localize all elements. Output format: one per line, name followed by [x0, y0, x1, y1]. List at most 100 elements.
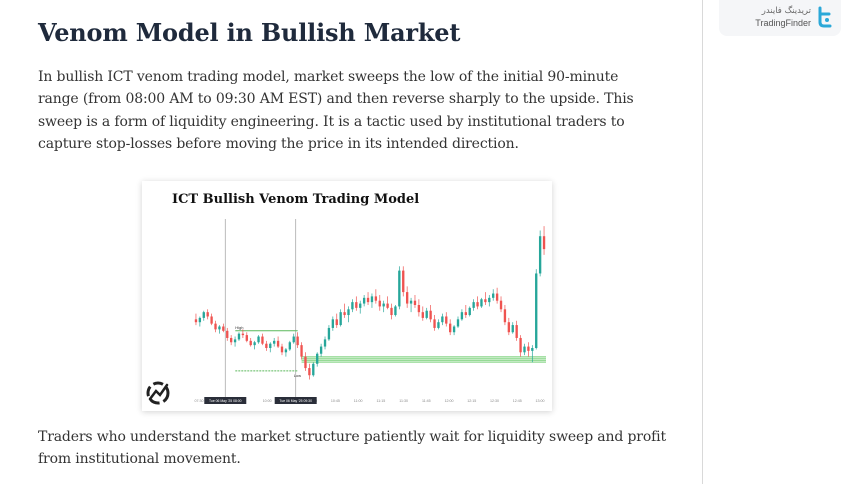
candle-body: [378, 300, 381, 307]
candle-body: [253, 342, 256, 346]
candle-body: [445, 316, 448, 324]
x-tick-label: 11:00: [354, 399, 363, 403]
candle-body: [198, 317, 202, 323]
candle-body: [304, 356, 307, 369]
x-tick-label: 11:30: [399, 399, 408, 403]
candle-body: [456, 319, 460, 327]
candle-body: [331, 319, 335, 328]
x-tick-label: 11:15: [376, 399, 385, 403]
candle-body: [492, 293, 495, 298]
date-label-box: [274, 397, 317, 404]
candle-body: [343, 312, 346, 316]
tradingfinder-logo[interactable]: تریدینگ فایندر TradingFinder: [719, 0, 841, 36]
candle-body: [327, 327, 331, 340]
candle-body: [441, 316, 444, 323]
x-tick-label: 12:15: [467, 399, 476, 403]
candle-body: [452, 326, 456, 333]
candle-body: [421, 312, 424, 318]
candle-body: [382, 303, 385, 307]
candle-body: [535, 273, 538, 348]
candle-body: [511, 325, 514, 333]
candle-body: [394, 306, 397, 316]
candle-body: [226, 330, 229, 338]
candle-body: [233, 339, 237, 343]
candle-body: [480, 299, 483, 307]
candle-body: [257, 336, 260, 343]
candle-body: [468, 307, 471, 316]
candle-body: [312, 363, 315, 376]
candle-body: [449, 323, 452, 333]
candle-body: [527, 346, 530, 351]
date-label: Tue 06 May '25 08:00: [209, 399, 242, 403]
intro-paragraph: In bullish ICT venom trading model, mark…: [38, 69, 634, 152]
article-main: Venom Model in Bullish Market In bullish…: [38, 18, 666, 468]
candle-body: [280, 346, 284, 353]
candle-body: [229, 337, 233, 343]
x-tick-label: 13:00: [536, 399, 545, 403]
x-tick-label: 10:00: [263, 399, 272, 403]
candle-body: [288, 342, 291, 350]
candle-body: [370, 296, 374, 303]
range-high-label: High: [235, 325, 243, 330]
candle-body: [362, 297, 366, 304]
liquidity-zone: [301, 356, 546, 363]
candle-body: [531, 348, 534, 351]
candle-body: [413, 300, 417, 305]
candle-body: [316, 353, 319, 364]
candle-body: [425, 310, 428, 318]
candle-body: [210, 316, 213, 324]
candle-body: [351, 302, 354, 310]
logo-name-en: TradingFinder: [755, 18, 811, 28]
conclusion-paragraph: Traders who understand the market struct…: [38, 429, 666, 468]
date-label-box: [204, 397, 247, 404]
candle-body: [523, 346, 526, 353]
x-tick-label: 11:45: [422, 399, 431, 403]
candle-body: [503, 309, 507, 323]
candle-body: [261, 336, 264, 344]
candle-body: [300, 345, 303, 357]
candle-body: [499, 300, 503, 310]
candle-body: [273, 340, 276, 344]
candle-body: [241, 333, 245, 336]
candle-body: [366, 297, 370, 303]
chart-title: ICT Bullish Venom Trading Model: [172, 192, 420, 207]
candle-body: [542, 236, 546, 250]
chart-figure: ICT Bullish Venom Trading Model High Low 0…: [142, 181, 552, 411]
candle-body: [245, 335, 248, 341]
candle-body: [405, 292, 409, 304]
candle-body: [417, 305, 421, 313]
candle-body: [429, 310, 432, 320]
x-tick-label: 07:30: [195, 399, 204, 403]
candle-body: [194, 319, 198, 323]
page-title: Venom Model in Bullish Market: [38, 18, 461, 47]
watermark-logo-icon: [146, 381, 170, 405]
x-tick-label: 12:45: [513, 399, 522, 403]
candle-body: [398, 270, 401, 307]
candle-body: [519, 337, 522, 353]
candle-body: [538, 236, 542, 274]
candlestick-chart: HighLow07:3010:0010:1510:3010:4511:0011:…: [146, 219, 546, 405]
candle-body: [488, 297, 491, 303]
candle-body: [355, 302, 358, 308]
candle-body: [214, 323, 217, 330]
candle-body: [265, 343, 268, 348]
candle-body: [222, 326, 225, 331]
candle-body: [335, 319, 338, 326]
candle-body: [390, 307, 393, 316]
candle-body: [292, 336, 295, 343]
candle-body: [237, 333, 241, 340]
candle-body: [472, 302, 475, 308]
date-label: Tue 06 May '25 09:30: [279, 399, 312, 403]
logo-name-fa: تریدینگ فایندر: [761, 6, 811, 16]
candle-body: [433, 319, 436, 328]
x-tick-label: 10:45: [331, 399, 340, 403]
candle-body: [296, 336, 299, 346]
candle-body: [202, 312, 205, 318]
sidebar-divider: [702, 0, 703, 484]
candle-body: [308, 368, 311, 376]
candle-body: [402, 270, 405, 293]
range-low-label: Low: [294, 373, 301, 378]
candle-body: [218, 326, 221, 330]
candle-body: [495, 293, 499, 301]
candle-body: [359, 303, 362, 308]
